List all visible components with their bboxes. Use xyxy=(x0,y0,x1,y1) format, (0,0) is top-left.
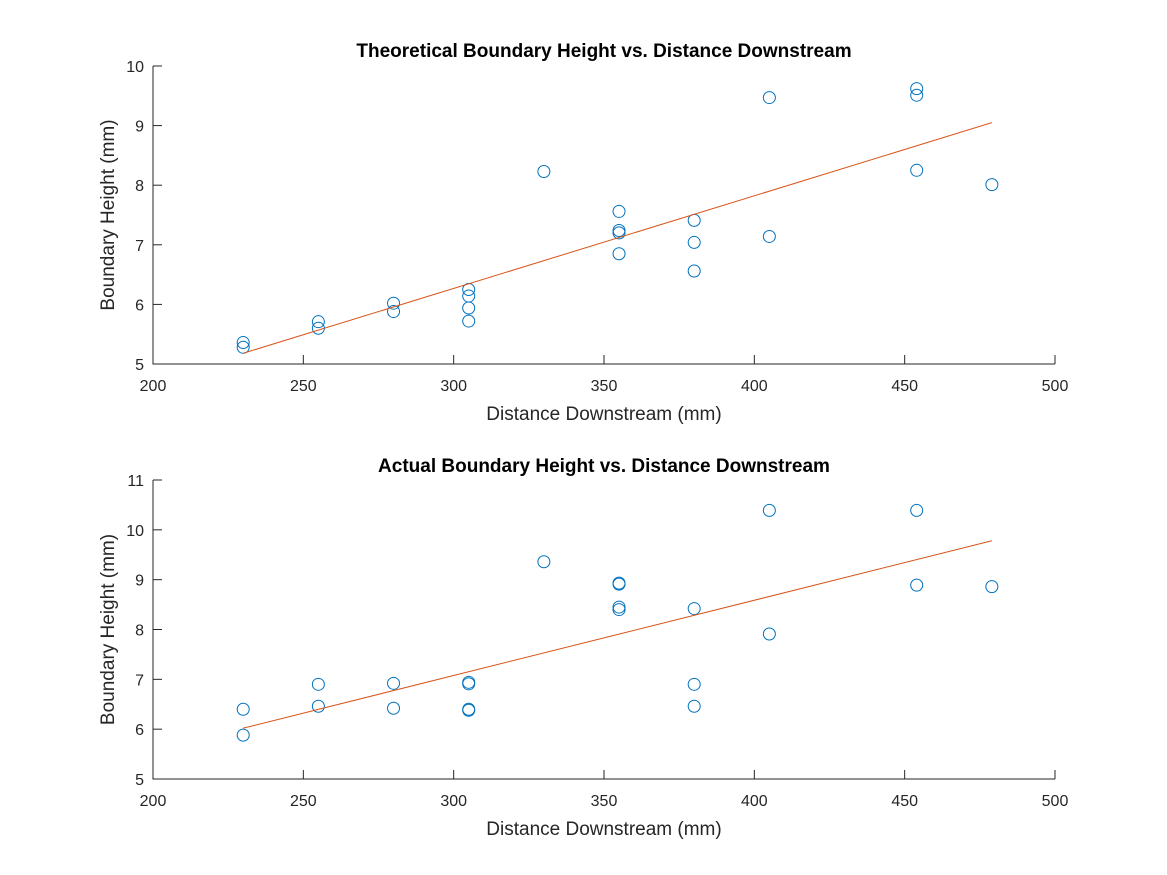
data-point xyxy=(910,503,924,517)
x-tick-label: 500 xyxy=(1042,793,1069,810)
x-tick-label: 250 xyxy=(290,793,317,810)
y-tick-label: 10 xyxy=(126,59,144,76)
data-point xyxy=(387,305,401,319)
data-point xyxy=(687,699,701,713)
y-tick-label: 5 xyxy=(135,357,144,374)
data-point xyxy=(687,213,701,227)
x-tick-label: 500 xyxy=(1042,378,1069,395)
y-tick-label: 9 xyxy=(135,119,144,136)
data-point xyxy=(387,701,401,715)
x-tick-label: 250 xyxy=(290,378,317,395)
chart-actual: Actual Boundary Height vs. Distance Down… xyxy=(98,456,1068,840)
y-tick-label: 6 xyxy=(135,722,144,739)
chart-title: Actual Boundary Height vs. Distance Down… xyxy=(378,456,830,477)
data-point xyxy=(236,340,250,354)
data-point xyxy=(612,247,626,261)
data-point xyxy=(612,603,626,617)
y-tick-label: 9 xyxy=(135,573,144,590)
x-tick-label: 450 xyxy=(891,378,918,395)
y-tick-label: 8 xyxy=(135,178,144,195)
axis-frame xyxy=(152,66,1055,365)
data-point xyxy=(612,226,626,240)
data-point xyxy=(612,576,626,590)
tick-group: 200 250 300 350 400 450 500 5 6 7 8 9 10 xyxy=(126,59,1068,395)
data-point xyxy=(311,699,325,713)
y-tick-label: 5 xyxy=(135,772,144,789)
tick-group: 200 250 300 350 400 450 500 5 6 7 8 9 10 11 xyxy=(126,473,1068,810)
y-tick-label: 7 xyxy=(135,672,144,689)
data-point xyxy=(985,580,999,594)
data-point xyxy=(462,314,476,328)
axis-frame xyxy=(152,480,1055,780)
x-tick-label: 350 xyxy=(591,378,618,395)
x-axis-label: Distance Downstream (mm) xyxy=(486,819,721,840)
y-tick-label: 8 xyxy=(135,623,144,640)
data-point xyxy=(462,289,476,303)
y-axis-label: Boundary Height (mm) xyxy=(98,119,119,310)
data-point xyxy=(762,229,776,243)
marks-group xyxy=(236,503,999,742)
y-axis-label: Boundary Height (mm) xyxy=(98,534,119,725)
data-point xyxy=(311,315,325,329)
data-point xyxy=(236,728,250,742)
data-point xyxy=(537,555,551,569)
data-point xyxy=(910,88,924,102)
data-point xyxy=(612,600,626,614)
data-point xyxy=(762,91,776,105)
data-point xyxy=(462,677,476,691)
data-point xyxy=(236,336,250,350)
x-tick-label: 450 xyxy=(891,793,918,810)
data-point xyxy=(910,82,924,96)
data-point xyxy=(612,577,626,591)
x-tick-label: 200 xyxy=(140,378,167,395)
marks-group xyxy=(236,82,999,354)
data-point xyxy=(985,178,999,192)
data-point xyxy=(612,223,626,237)
data-point xyxy=(687,264,701,278)
x-tick-label: 400 xyxy=(741,378,768,395)
x-tick-label: 200 xyxy=(140,793,167,810)
data-point xyxy=(462,702,476,716)
data-point xyxy=(537,164,551,178)
data-point xyxy=(762,627,776,641)
data-point xyxy=(311,677,325,691)
data-point xyxy=(387,296,401,310)
data-point xyxy=(687,602,701,616)
data-point xyxy=(687,677,701,691)
data-point xyxy=(462,301,476,315)
data-point xyxy=(462,703,476,717)
x-tick-label: 300 xyxy=(440,378,467,395)
data-point xyxy=(311,321,325,335)
x-axis-label: Distance Downstream (mm) xyxy=(486,404,721,425)
data-point xyxy=(612,204,626,218)
chart-theoretical: Theoretical Boundary Height vs. Distance… xyxy=(98,41,1068,425)
data-point xyxy=(910,578,924,592)
y-tick-label: 10 xyxy=(126,523,144,540)
chart-title: Theoretical Boundary Height vs. Distance… xyxy=(356,41,851,62)
y-tick-label: 11 xyxy=(127,473,144,490)
data-point xyxy=(687,235,701,249)
x-tick-label: 300 xyxy=(440,793,467,810)
data-point xyxy=(910,163,924,177)
y-tick-label: 6 xyxy=(135,297,144,314)
fit-line xyxy=(243,540,992,729)
y-tick-label: 7 xyxy=(135,238,144,255)
fit-line xyxy=(243,122,993,354)
data-point xyxy=(762,503,776,517)
data-point xyxy=(387,676,401,690)
x-tick-label: 350 xyxy=(591,793,618,810)
x-tick-label: 400 xyxy=(741,793,768,810)
data-point xyxy=(236,702,250,716)
